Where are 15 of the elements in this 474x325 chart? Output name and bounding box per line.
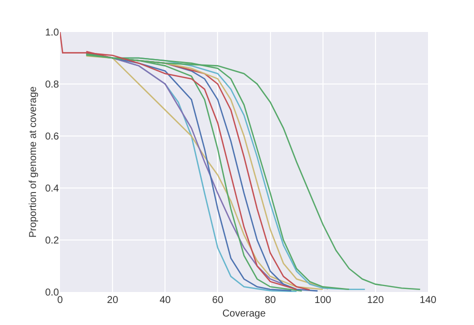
x-tick-label: 40: [160, 295, 172, 306]
x-tick-label: 0: [57, 295, 64, 306]
x-tick-label: 80: [264, 295, 276, 306]
x-tick-label: 100: [314, 295, 332, 306]
y-tick-label: 0.6: [45, 132, 60, 142]
x-tick-label: 140: [420, 295, 437, 306]
y-tick-label: 0.2: [45, 236, 60, 246]
x-axis-title: Coverage: [222, 308, 266, 320]
x-tick-label: 120: [367, 295, 384, 306]
y-tick-label: 0.4: [45, 184, 60, 194]
y-axis-title: Proportion of genome at coverage: [28, 86, 40, 238]
y-tick-label: 1.0: [45, 28, 60, 38]
y-tick-label: 0.8: [45, 80, 60, 90]
x-tick-label: 60: [212, 295, 224, 306]
x-tick-label: 20: [107, 295, 119, 306]
